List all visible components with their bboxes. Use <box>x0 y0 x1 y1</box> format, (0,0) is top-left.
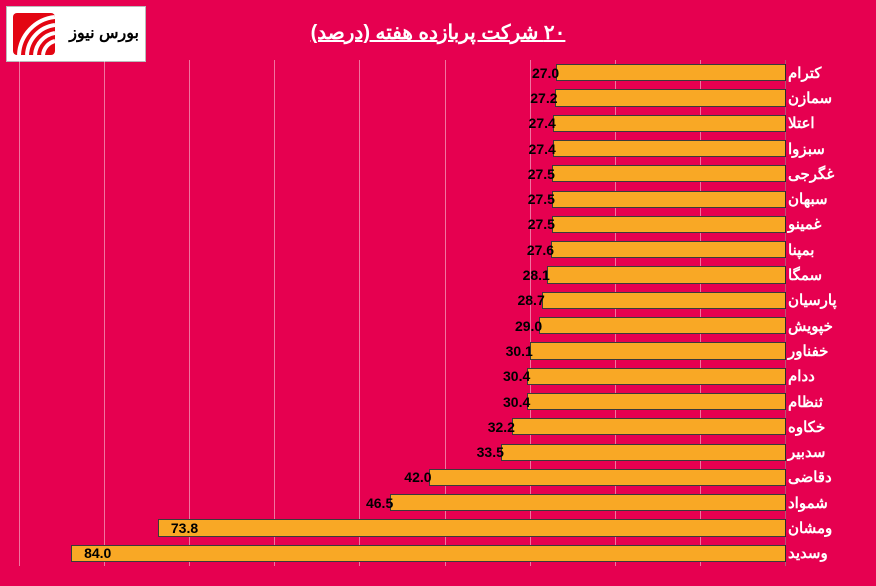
bar: 27.2 <box>555 89 787 106</box>
category-label: سمگا <box>788 262 870 287</box>
category-label: وسدید <box>788 541 870 566</box>
bar: 30.1 <box>530 342 786 359</box>
bar: 33.5 <box>501 444 786 461</box>
category-label: سمازن <box>788 85 870 110</box>
bar-value-label: 32.2 <box>482 419 515 435</box>
bar-value-label: 29.0 <box>509 318 542 334</box>
bar-row: 42.0 <box>20 465 786 490</box>
category-label: ثنظام <box>788 389 870 414</box>
bar: 73.8 <box>158 519 786 536</box>
bar-row: 27.5 <box>20 212 786 237</box>
bar: 27.5 <box>552 216 786 233</box>
category-label: شمواد <box>788 490 870 515</box>
category-label: کترام <box>788 60 870 85</box>
bar-value-label: 42.0 <box>398 469 431 485</box>
bar-value-label: 46.5 <box>360 495 393 511</box>
category-label: غمینو <box>788 212 870 237</box>
bar: 28.1 <box>547 266 786 283</box>
bar: 46.5 <box>390 494 786 511</box>
bar: 27.4 <box>553 115 786 132</box>
bar-value-label: 30.4 <box>497 368 530 384</box>
bar: 84.0 <box>71 545 786 562</box>
bar-row: 27.2 <box>20 85 786 110</box>
bar: 42.0 <box>429 469 786 486</box>
bar-value-label: 28.1 <box>517 267 550 283</box>
chart-title: ۲۰ شرکت پربازده هفته (درصد) <box>311 20 566 45</box>
bar-row: 30.4 <box>20 389 786 414</box>
bar-value-label: 27.5 <box>522 216 555 232</box>
bar: 30.4 <box>527 368 786 385</box>
category-label: غگرجی <box>788 161 870 186</box>
category-label: سدبیر <box>788 439 870 464</box>
bar-value-label: 27.5 <box>522 166 555 182</box>
category-label: بمپنا <box>788 237 870 262</box>
category-label: ومشان <box>788 515 870 540</box>
category-label: دقاضی <box>788 465 870 490</box>
bar-row: 73.8 <box>20 515 786 540</box>
bar: 29.0 <box>539 317 786 334</box>
bar-row: 33.5 <box>20 439 786 464</box>
bar-row: 27.4 <box>20 111 786 136</box>
brand-logo-icon <box>13 13 55 55</box>
category-label: سبهان <box>788 186 870 211</box>
bar-value-label: 30.1 <box>500 343 533 359</box>
category-label: خفناور <box>788 338 870 363</box>
bar-value-label: 73.8 <box>165 520 198 536</box>
bar-row: 29.0 <box>20 313 786 338</box>
bar-row: 30.4 <box>20 364 786 389</box>
chart-bars: 27.027.227.427.427.527.527.527.628.128.7… <box>20 60 786 566</box>
bar-row: 32.2 <box>20 414 786 439</box>
bar-value-label: 33.5 <box>471 444 504 460</box>
bar-value-label: 27.6 <box>521 242 554 258</box>
bar-row: 84.0 <box>20 541 786 566</box>
bar-row: 27.5 <box>20 161 786 186</box>
category-label: سبزوا <box>788 136 870 161</box>
bar: 30.4 <box>527 393 786 410</box>
bar-row: 27.4 <box>20 136 786 161</box>
bar-value-label: 27.5 <box>522 191 555 207</box>
bar-row: 27.5 <box>20 186 786 211</box>
bar-value-label: 30.4 <box>497 394 530 410</box>
brand-logo-text: بورس نیوز <box>69 25 139 43</box>
category-label: ددام <box>788 364 870 389</box>
bar: 32.2 <box>512 418 786 435</box>
category-label: خکاوه <box>788 414 870 439</box>
category-label: اعتلا <box>788 111 870 136</box>
bar-value-label: 27.4 <box>523 141 556 157</box>
bar: 27.0 <box>556 64 786 81</box>
bar-value-label: 27.0 <box>526 65 559 81</box>
brand-logo: بورس نیوز <box>6 6 146 62</box>
bar-row: 27.6 <box>20 237 786 262</box>
category-label: خپویش <box>788 313 870 338</box>
bar: 27.5 <box>552 165 786 182</box>
bar-value-label: 84.0 <box>78 545 111 561</box>
bar-row: 27.0 <box>20 60 786 85</box>
chart-category-labels: کترامسمازناعتلاسبزواغگرجیسبهانغمینوبمپنا… <box>788 60 870 566</box>
bar: 28.7 <box>542 292 786 309</box>
bar-row: 28.1 <box>20 262 786 287</box>
bar-value-label: 28.7 <box>511 292 544 308</box>
bar: 27.6 <box>551 241 786 258</box>
chart-plot-area: 27.027.227.427.427.527.527.527.628.128.7… <box>20 60 786 566</box>
category-label: پارسیان <box>788 288 870 313</box>
bar-row: 30.1 <box>20 338 786 363</box>
bar-row: 46.5 <box>20 490 786 515</box>
chart-baseline <box>785 60 786 566</box>
bar: 27.4 <box>553 140 786 157</box>
bar: 27.5 <box>552 191 786 208</box>
bar-value-label: 27.2 <box>524 90 557 106</box>
bar-value-label: 27.4 <box>523 115 556 131</box>
bar-row: 28.7 <box>20 288 786 313</box>
